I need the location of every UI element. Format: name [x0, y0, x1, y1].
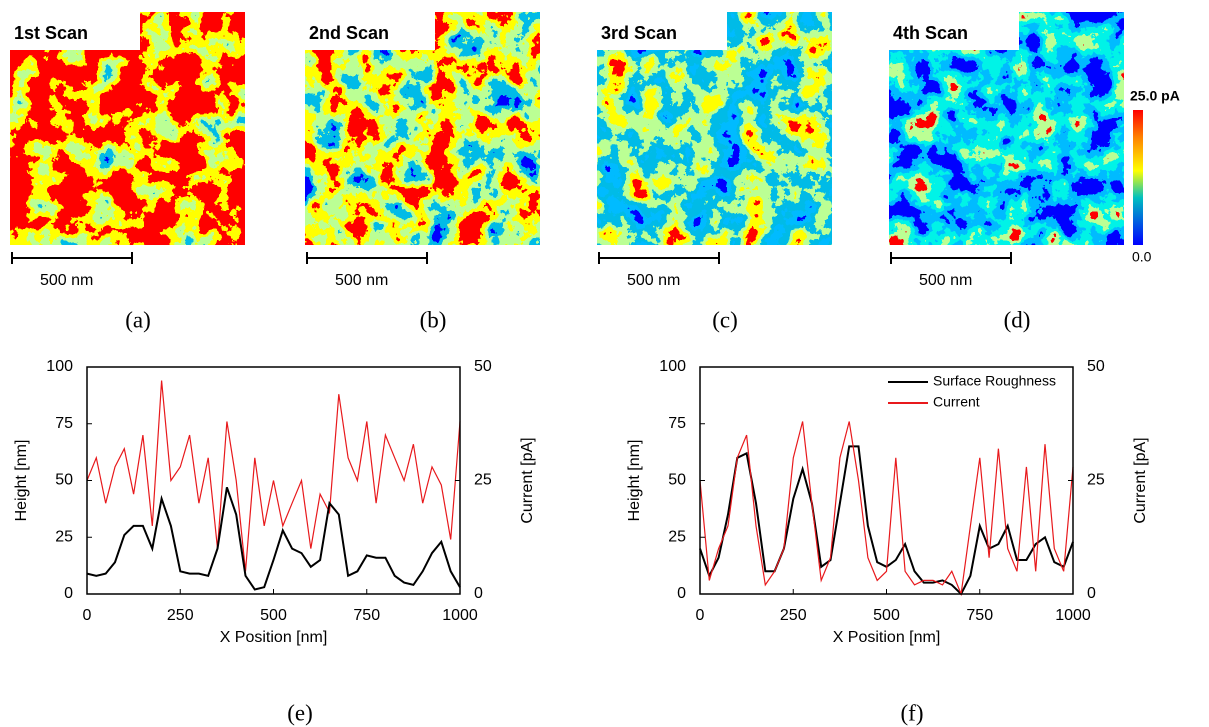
colorbar — [1133, 110, 1143, 245]
scan-title: 2nd Scan — [309, 23, 389, 43]
caption: (b) — [420, 307, 447, 332]
y2-tick-label: 25 — [1087, 472, 1105, 489]
scale-bar-label: 500 nm — [335, 272, 388, 289]
colorbar-max: 25.0 pA — [1130, 88, 1180, 104]
scan-image — [597, 12, 832, 245]
scan-title: 3rd Scan — [601, 23, 677, 43]
x-tick-label: 250 — [780, 607, 807, 624]
y-tick-label: 50 — [55, 472, 73, 489]
caption: (f) — [901, 700, 924, 725]
caption: (e) — [287, 700, 313, 725]
x-tick-label: 1000 — [1055, 607, 1091, 624]
scan-image — [889, 12, 1124, 245]
scale-bar-label: 500 nm — [919, 272, 972, 289]
y2-tick-label: 0 — [474, 585, 483, 602]
colorbar-min: 0.0 — [1132, 249, 1152, 265]
x-tick-label: 750 — [966, 607, 993, 624]
series-line — [86, 486, 461, 591]
scan-image — [305, 12, 540, 245]
y-tick-label: 100 — [659, 358, 686, 375]
y-tick-label: 0 — [64, 585, 73, 602]
title-box — [597, 12, 727, 50]
scan-title: 4th Scan — [893, 23, 968, 43]
scale-bar-label: 500 nm — [627, 272, 680, 289]
y-axis-label: Height [nm] — [626, 440, 643, 522]
caption: (d) — [1004, 307, 1031, 332]
y2-tick-label: 50 — [1087, 358, 1105, 375]
y2-tick-label: 0 — [1087, 585, 1096, 602]
x-tick-label: 500 — [873, 607, 900, 624]
caption: (a) — [125, 307, 151, 332]
title-box — [305, 12, 435, 50]
y-tick-label: 0 — [677, 585, 686, 602]
x-tick-label: 750 — [353, 607, 380, 624]
y-axis-label: Height [nm] — [13, 440, 30, 522]
x-tick-label: 250 — [167, 607, 194, 624]
y-tick-label: 75 — [668, 415, 686, 432]
x-tick-label: 0 — [83, 607, 92, 624]
caption: (c) — [712, 307, 738, 332]
x-axis-label: X Position [nm] — [833, 629, 941, 646]
y-tick-label: 25 — [55, 528, 73, 545]
y-tick-label: 100 — [46, 358, 73, 375]
title-box — [889, 12, 1019, 50]
scan-title: 1st Scan — [14, 23, 88, 43]
legend-label: Current — [933, 394, 980, 410]
x-tick-label: 500 — [260, 607, 287, 624]
y2-tick-label: 25 — [474, 472, 492, 489]
x-tick-label: 0 — [696, 607, 705, 624]
legend-label: Surface Roughness — [933, 373, 1056, 389]
scan-images: 1st Scan 500 nm (a) 2nd Scan 500 nm (b) 3rd Sc… — [10, 12, 1124, 332]
scale-bar-label: 500 nm — [40, 272, 93, 289]
series-line — [699, 421, 1074, 597]
title-box — [10, 12, 140, 50]
x-axis-label: X Position [nm] — [220, 629, 328, 646]
series-line — [86, 380, 461, 572]
y-tick-label: 25 — [668, 528, 686, 545]
y2-tick-label: 50 — [474, 358, 492, 375]
x-tick-label: 1000 — [442, 607, 478, 624]
scan-image — [10, 12, 245, 245]
y-tick-label: 50 — [668, 472, 686, 489]
y-tick-label: 75 — [55, 415, 73, 432]
y2-axis-label: Current [pA] — [519, 437, 536, 523]
y2-axis-label: Current [pA] — [1132, 437, 1149, 523]
